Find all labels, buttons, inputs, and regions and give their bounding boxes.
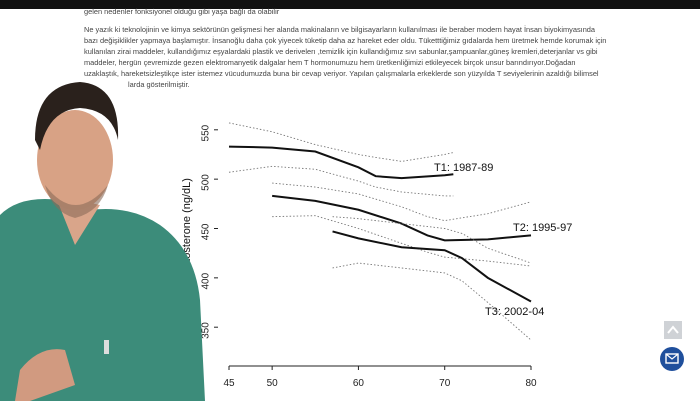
x-tick-label: 70 <box>439 378 451 389</box>
text-line: kullanılan zirai maddeler, kullandığımız… <box>84 47 598 56</box>
x-tick-label: 45 <box>223 378 235 389</box>
confidence-upper <box>332 216 532 264</box>
text-line: maddeler, hergün çevremizde gezen elektr… <box>84 58 575 67</box>
text-line: gelen nedenler fonksiyonel olduğu gibi y… <box>84 7 280 16</box>
text-line: uzaklaştık, hareketsizleştikçe ister ist… <box>84 69 599 78</box>
x-tick-label: 50 <box>267 378 279 389</box>
text-line: bazı değişiklikler yapmaya başlamıştır. … <box>84 36 606 45</box>
text-line: Ne yazık ki teknolojinin ve kimya sektör… <box>84 25 596 34</box>
arrow-icon <box>667 325 679 334</box>
y-tick-label: 500 <box>201 174 212 191</box>
x-tick-label: 60 <box>353 378 365 389</box>
y-tick-label: 450 <box>201 223 212 240</box>
confidence-upper <box>272 182 532 222</box>
series-line <box>332 230 532 303</box>
article-text: gelen nedenler fonksiyonel olduğu gibi y… <box>84 7 606 89</box>
confidence-lower <box>332 262 532 341</box>
series-label: T1: 1987-89 <box>434 162 493 174</box>
presenter <box>0 82 205 401</box>
series-line <box>228 145 454 180</box>
scroll-top-button[interactable] <box>664 321 682 339</box>
confidence-upper <box>228 122 454 162</box>
y-tick-label: 550 <box>201 124 212 141</box>
confidence-lower <box>228 165 454 197</box>
y-tick-label: 400 <box>201 272 212 289</box>
mail-icon-flap <box>665 353 679 360</box>
series-line <box>272 194 532 242</box>
top-bar <box>0 0 700 9</box>
series-label: T2: 1995-97 <box>513 222 572 234</box>
y-tick-label: 350 <box>201 322 212 339</box>
mail-icon <box>665 353 679 364</box>
text-line: larda gösterilmiştir. <box>128 80 190 89</box>
series-label: T3: 2002-04 <box>485 306 544 318</box>
x-tick-label: 80 <box>525 378 537 389</box>
